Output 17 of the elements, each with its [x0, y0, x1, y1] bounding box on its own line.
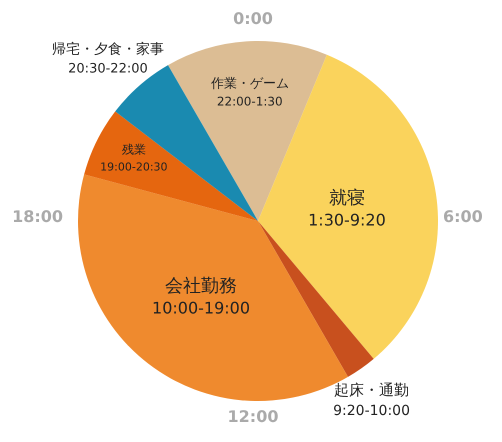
slice-label: 作業・ゲーム [210, 76, 289, 92]
pie-slice [84, 111, 258, 221]
slice-label: 会社勤務 [165, 275, 238, 296]
text: 12:00 [228, 407, 278, 426]
text: 6:00 [443, 207, 483, 226]
slice-label: 就寝 [328, 187, 365, 208]
slice-label: 帰宅・夕食・家事 [52, 41, 164, 58]
slice-label: 起床・通勤 [334, 381, 410, 400]
text: 0:00 [233, 9, 273, 28]
text: 9:20-10:00 [333, 403, 410, 420]
text: 10:00-19:00 [152, 298, 250, 318]
text: 22:00-1:30 [216, 94, 283, 108]
text: 1:30-9:20 [308, 210, 386, 230]
text: 18:00 [12, 207, 63, 226]
text: 20:30-22:00 [68, 61, 148, 76]
slice-label: 残業 [122, 142, 146, 156]
text: 19:00-20:30 [100, 160, 168, 174]
